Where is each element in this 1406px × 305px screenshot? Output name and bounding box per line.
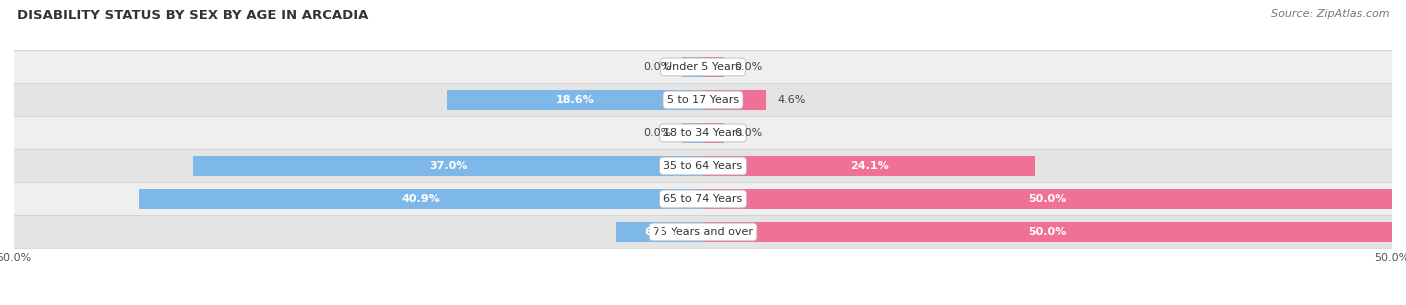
Bar (703, 222, 1392, 242)
Text: 0.0%: 0.0% (643, 62, 671, 72)
Text: 18 to 34 Years: 18 to 34 Years (664, 128, 742, 138)
Bar (703, 90, 766, 110)
Bar (193, 156, 703, 176)
Bar (682, 57, 703, 77)
Text: 4.6%: 4.6% (778, 95, 806, 105)
Bar (14, 182, 1392, 215)
Bar (14, 84, 1392, 117)
Bar (14, 117, 1392, 149)
Text: 65 to 74 Years: 65 to 74 Years (664, 194, 742, 204)
Text: 0.0%: 0.0% (643, 128, 671, 138)
Text: 6.3%: 6.3% (644, 227, 675, 237)
Text: 37.0%: 37.0% (429, 161, 467, 171)
Text: 50.0%: 50.0% (1028, 194, 1067, 204)
Text: 50.0%: 50.0% (1028, 227, 1067, 237)
Text: 5 to 17 Years: 5 to 17 Years (666, 95, 740, 105)
Bar (447, 90, 703, 110)
Text: 75 Years and over: 75 Years and over (652, 227, 754, 237)
Text: DISABILITY STATUS BY SEX BY AGE IN ARCADIA: DISABILITY STATUS BY SEX BY AGE IN ARCAD… (17, 9, 368, 22)
Text: 0.0%: 0.0% (735, 128, 763, 138)
Bar (703, 189, 1392, 209)
Text: Under 5 Years: Under 5 Years (665, 62, 741, 72)
Bar (139, 189, 703, 209)
Bar (703, 123, 724, 143)
Text: 18.6%: 18.6% (555, 95, 595, 105)
Bar (14, 215, 1392, 249)
Bar (616, 222, 703, 242)
Bar (703, 57, 724, 77)
Text: 35 to 64 Years: 35 to 64 Years (664, 161, 742, 171)
Text: 40.9%: 40.9% (402, 194, 440, 204)
Text: 24.1%: 24.1% (849, 161, 889, 171)
Bar (14, 149, 1392, 182)
Bar (682, 123, 703, 143)
Text: Source: ZipAtlas.com: Source: ZipAtlas.com (1271, 9, 1389, 19)
Bar (14, 50, 1392, 84)
Bar (703, 156, 1035, 176)
Text: 0.0%: 0.0% (735, 62, 763, 72)
